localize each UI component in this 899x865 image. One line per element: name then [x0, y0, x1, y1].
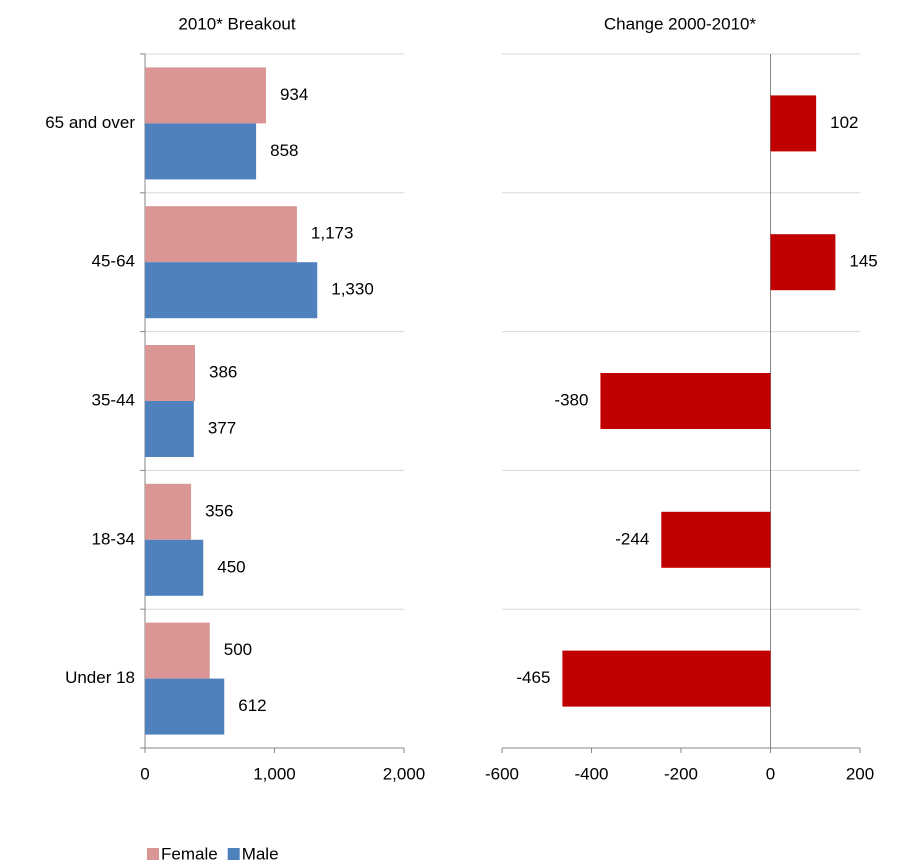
x-tick-label: -600: [485, 764, 519, 783]
data-label: 858: [270, 141, 298, 160]
chart-title: 2010* Breakout: [178, 14, 295, 33]
x-tick-label: -200: [664, 764, 698, 783]
data-label: 612: [238, 696, 266, 715]
x-tick-label: 0: [140, 764, 149, 783]
data-label: 450: [217, 557, 245, 576]
data-label: -244: [615, 529, 649, 548]
y-tick-label: 45-64: [92, 252, 135, 271]
x-tick-label: -400: [574, 764, 608, 783]
data-label: -465: [516, 668, 550, 687]
x-tick-label: 1,000: [253, 764, 296, 783]
x-tick-label: 0: [766, 764, 775, 783]
bar: [770, 95, 817, 152]
data-label: 356: [205, 501, 233, 520]
y-tick-label: 18-34: [92, 529, 135, 548]
bar: [145, 678, 225, 735]
bar: [661, 511, 771, 568]
x-tick-label: 2,000: [383, 764, 426, 783]
bar: [145, 345, 195, 401]
data-label: 102: [830, 113, 858, 132]
bar: [600, 373, 771, 429]
bar: [145, 67, 266, 124]
data-label: 386: [209, 362, 237, 381]
bar: [770, 234, 836, 291]
bar: [145, 483, 192, 540]
bar: [145, 539, 204, 596]
x-tick-label: 200: [846, 764, 874, 783]
bar: [145, 401, 194, 457]
data-label: 377: [208, 418, 236, 437]
legend-swatch: [227, 848, 240, 860]
data-label: 145: [849, 252, 877, 271]
bar: [562, 650, 771, 707]
data-label: 1,173: [311, 224, 354, 243]
bar: [145, 622, 210, 679]
data-label: 500: [224, 640, 252, 659]
bar: [145, 123, 257, 180]
data-label: 934: [280, 85, 308, 104]
data-label: 1,330: [331, 280, 374, 299]
data-label: -380: [554, 390, 588, 409]
y-tick-label: 65 and over: [45, 113, 135, 132]
y-tick-label: Under 18: [65, 668, 135, 687]
bar: [145, 262, 318, 319]
bar: [145, 206, 297, 263]
chart-title: Change 2000-2010*: [604, 14, 757, 33]
y-tick-label: 35-44: [92, 390, 135, 409]
legend-label: Male: [242, 844, 279, 863]
legend-label: Female: [161, 844, 218, 863]
legend-swatch: [147, 848, 159, 860]
